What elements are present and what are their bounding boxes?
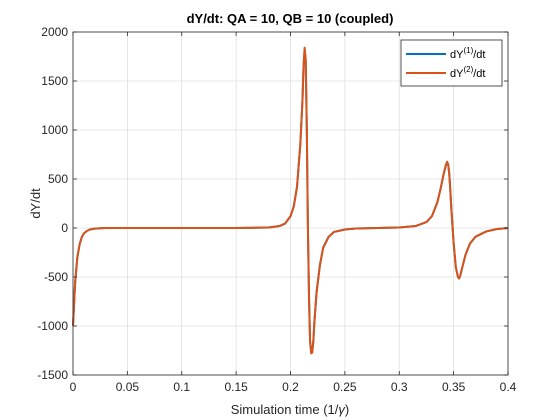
y-tick-label: 500 [48,172,68,186]
chart-title: dY/dt: QA = 10, QB = 10 (coupled) [187,11,394,26]
y-axis-label: dY/dt [28,188,43,219]
y-tick-label: -1500 [37,368,68,382]
x-axis-label-text: Simulation time (1/ [231,402,339,417]
y-tick-label: 0 [61,221,68,235]
y-tick-label: -500 [44,270,68,284]
x-tick-label: 0.15 [224,380,248,394]
x-tick-label: 0 [70,380,77,394]
x-tick-label: 0.25 [333,380,357,394]
legend-label-series-2-base: dY [450,68,464,80]
legend-label-series-2-tail: /dt [473,68,485,80]
y-tick-label: -1000 [37,319,68,333]
x-tick-label: 0.2 [282,380,299,394]
x-tick-label: 0.3 [391,380,408,394]
y-tick-label: 1500 [41,74,68,88]
x-tick-label: 0.1 [173,380,190,394]
legend: dY(1)/dt dY(2)/dt [401,40,502,86]
x-tick-label: 0.35 [442,380,466,394]
y-tick-label: 2000 [41,25,68,39]
legend-label-series-1-sup: (1) [463,46,473,55]
x-axis-label-close: ) [345,402,349,417]
x-tick-label: 0.05 [116,380,140,394]
y-tick-label: 1000 [41,123,68,137]
legend-label-series-2-sup: (2) [463,65,473,74]
x-tick-label: 0.4 [500,380,517,394]
x-axis-label: Simulation time (1/γ) [231,402,350,417]
legend-label-series-1-base: dY [450,49,464,61]
legend-label-series-1-tail: /dt [473,49,485,61]
